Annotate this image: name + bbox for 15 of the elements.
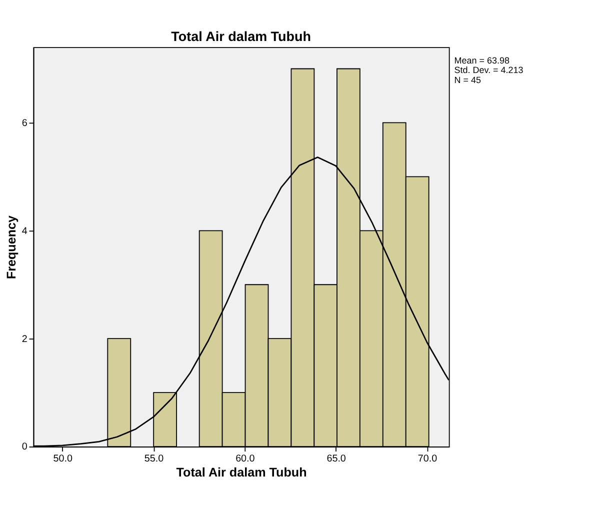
- text: Std. Dev. = 4.213: [454, 65, 524, 76]
- x-tick-label: 55.0: [144, 453, 164, 464]
- y-tick-label: 4: [22, 226, 28, 237]
- chart-title: Total Air dalam Tubuh: [171, 28, 312, 44]
- x-axis-title: Total Air dalam Tubuh: [176, 466, 307, 480]
- y-tick-label: 6: [22, 118, 28, 129]
- text: Mean = 63.98: [454, 55, 510, 66]
- x-tick-label: 60.0: [236, 453, 256, 464]
- text: N = 45: [454, 75, 482, 86]
- y-axis-title: Frequency: [4, 215, 19, 280]
- y-tick-label: 2: [22, 334, 28, 345]
- y-tick-label: 0: [22, 442, 28, 453]
- x-tick-label: 50.0: [53, 453, 74, 464]
- x-tick-label: 65.0: [326, 453, 346, 464]
- x-tick-label: 70.0: [418, 453, 438, 464]
